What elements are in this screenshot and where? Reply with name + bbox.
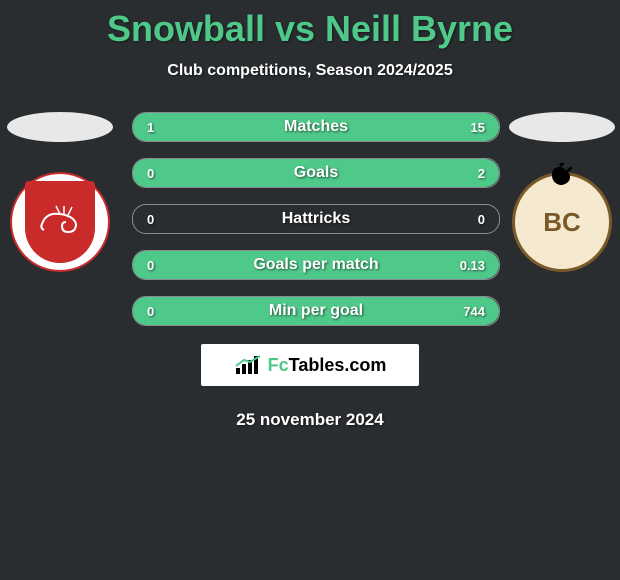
stat-bar: 1 Matches 15	[132, 112, 500, 142]
stat-value-right: 0	[478, 212, 485, 227]
stat-label: Hattricks	[282, 210, 350, 228]
stat-label: Matches	[284, 118, 348, 136]
stat-value-left: 0	[147, 166, 154, 181]
fctables-logo[interactable]: FcTables.com	[201, 344, 419, 386]
logo-text-fc: Fc	[268, 355, 289, 375]
page-title: Snowball vs Neill Byrne	[0, 8, 620, 50]
stat-value-left: 0	[147, 212, 154, 227]
left-club-badge	[10, 172, 110, 272]
bradford-letters: BC	[543, 207, 581, 238]
stat-value-right: 744	[463, 304, 485, 319]
stat-value-right: 15	[471, 120, 485, 135]
stat-bar: 0 Min per goal 744	[132, 296, 500, 326]
stat-value-right: 0.13	[460, 258, 485, 273]
stat-label: Goals per match	[253, 256, 378, 274]
left-player-avatar	[7, 112, 113, 142]
date-label: 25 november 2024	[236, 410, 383, 430]
stat-label: Min per goal	[269, 302, 363, 320]
left-player-column	[0, 112, 120, 272]
morecambe-shield-icon	[25, 181, 95, 263]
stat-value-left: 0	[147, 258, 154, 273]
footer: FcTables.com 25 november 2024	[0, 344, 620, 430]
logo-text: FcTables.com	[268, 355, 387, 376]
rooster-icon	[542, 157, 582, 187]
stat-value-left: 0	[147, 304, 154, 319]
shrimp-icon	[32, 202, 88, 242]
stat-bar: 0 Goals 2	[132, 158, 500, 188]
chart-icon	[234, 354, 262, 376]
stat-value-right: 2	[478, 166, 485, 181]
stat-label: Goals	[294, 164, 338, 182]
page-subtitle: Club competitions, Season 2024/2025	[0, 62, 620, 80]
right-player-column: BC	[512, 112, 612, 272]
right-player-avatar	[509, 112, 615, 142]
stats-column: 1 Matches 15 0 Goals 2 0 Hattricks 0 0 Goals per m…	[132, 112, 500, 326]
stat-value-left: 1	[147, 120, 154, 135]
right-club-badge: BC	[512, 172, 612, 272]
stat-bar: 0 Hattricks 0	[132, 204, 500, 234]
logo-text-tables: Tables.com	[289, 355, 387, 375]
comparison-row: 1 Matches 15 0 Goals 2 0 Hattricks 0 0 Goals per m…	[0, 112, 620, 326]
stat-bar: 0 Goals per match 0.13	[132, 250, 500, 280]
